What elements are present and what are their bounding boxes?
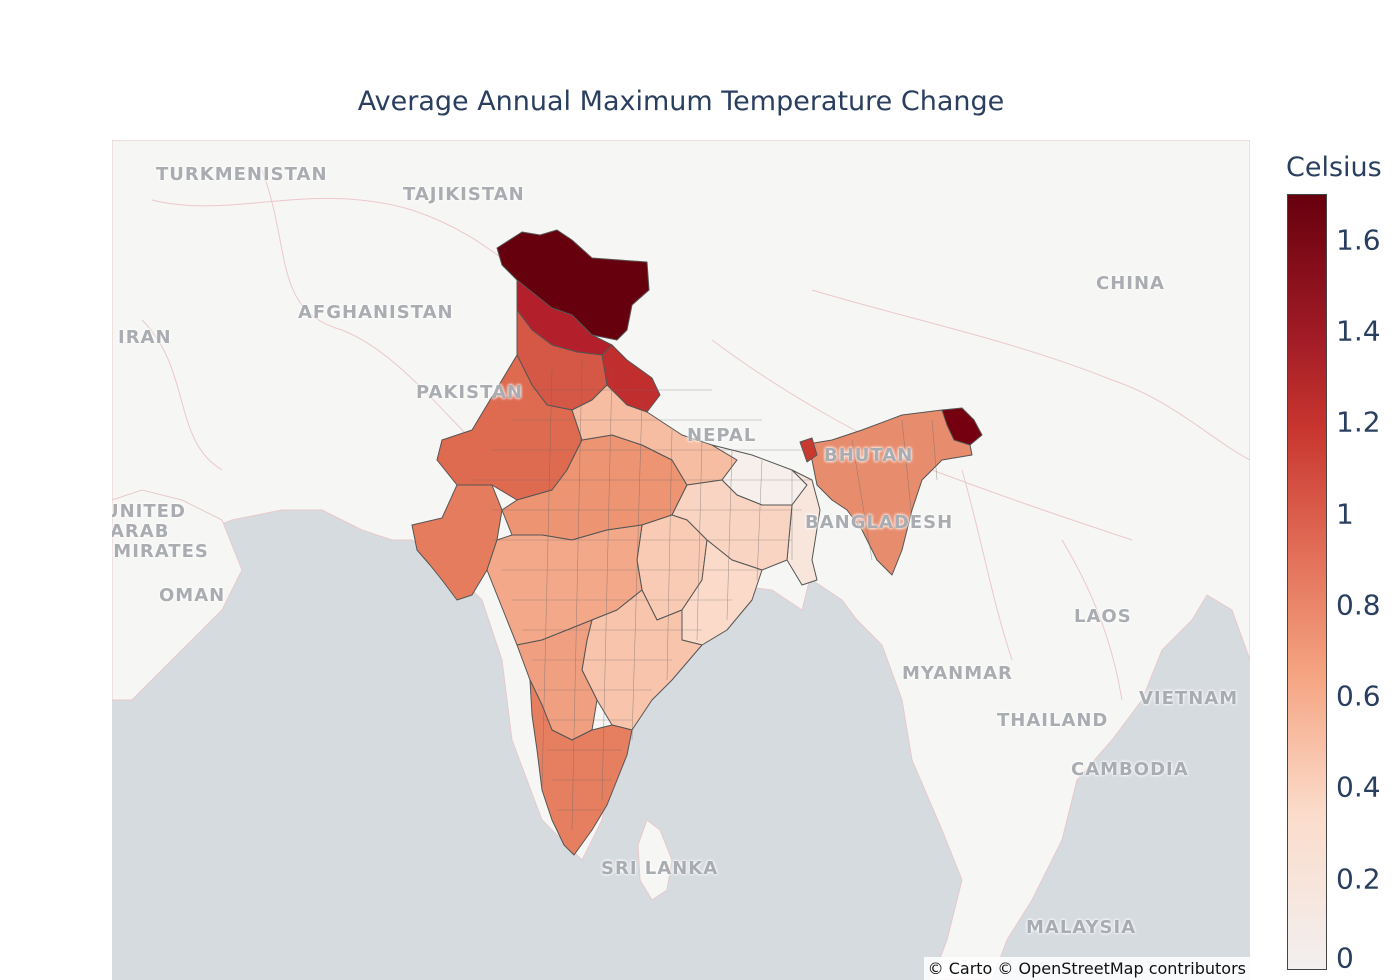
region-northeast-strip — [786, 469, 821, 586]
region-kerala-tn — [529, 679, 633, 856]
colorbar-tick: 0.8 — [1336, 588, 1381, 622]
region-arunachal-east — [941, 407, 983, 446]
label-laos: LAOS — [1074, 606, 1132, 627]
colorbar-tick: 1 — [1336, 497, 1354, 531]
land-sri-lanka — [637, 819, 673, 901]
label-afghanistan: AFGHANISTAN — [298, 302, 454, 323]
label-uae-1: UNITED — [112, 501, 186, 522]
colorbar-title: Celsius — [1286, 152, 1382, 183]
label-pakistan: PAKISTAN — [416, 382, 523, 403]
label-vietnam: VIETNAM — [1139, 688, 1239, 709]
land-arabia — [112, 489, 243, 701]
map-title: Average Annual Maximum Temperature Chang… — [357, 86, 1005, 117]
label-tajikistan: TAJIKISTAN — [403, 184, 525, 205]
colorbar — [1287, 194, 1327, 970]
colorbar-tick: 0 — [1336, 941, 1354, 975]
label-uae-2: ARAB — [112, 521, 170, 542]
label-cambodia: CAMBODIA — [1071, 759, 1189, 780]
region-northeast — [801, 409, 973, 576]
colorbar-tick: 0.4 — [1336, 770, 1381, 804]
colorbar-tick: 1.2 — [1336, 405, 1381, 439]
colorbar-tick: 0.2 — [1336, 862, 1381, 896]
label-bangladesh: BANGLADESH — [805, 512, 954, 533]
label-nepal: NEPAL — [687, 425, 757, 446]
label-sri-lanka: SRI LANKA — [601, 858, 719, 879]
region-odisha — [681, 539, 763, 646]
label-thailand: THAILAND — [997, 710, 1109, 731]
label-oman: OMAN — [159, 585, 226, 606]
label-iran: IRAN — [118, 327, 172, 348]
label-uae-3: EMIRATES — [112, 541, 209, 562]
label-malaysia: MALAYSIA — [1026, 917, 1137, 938]
map-attribution[interactable]: © Carto © OpenStreetMap contributors — [923, 957, 1250, 980]
label-myanmar: MYANMAR — [902, 663, 1013, 684]
colorbar-tick: 0.6 — [1336, 679, 1381, 713]
label-bhutan: BHUTAN — [824, 445, 914, 466]
colorbar-tick: 1.4 — [1336, 314, 1381, 348]
basemap — [112, 140, 1250, 980]
label-china: CHINA — [1096, 273, 1165, 294]
map-area[interactable]: TURKMENISTAN TAJIKISTAN AFGHANISTAN IRAN… — [112, 140, 1250, 980]
region-sikkim — [799, 437, 818, 463]
label-turkmenistan: TURKMENISTAN — [156, 164, 328, 185]
colorbar-tick: 1.6 — [1336, 223, 1381, 257]
